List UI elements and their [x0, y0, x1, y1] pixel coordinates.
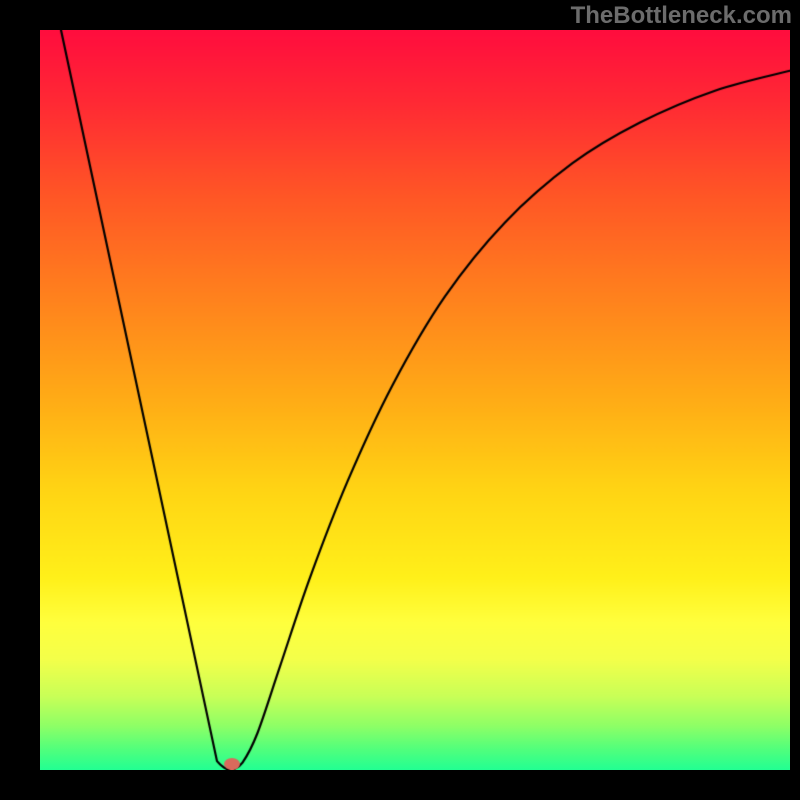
- watermark-text: TheBottleneck.com: [571, 2, 792, 30]
- outer-frame: TheBottleneck.com: [0, 0, 800, 800]
- bottleneck-chart-canvas: [40, 30, 790, 770]
